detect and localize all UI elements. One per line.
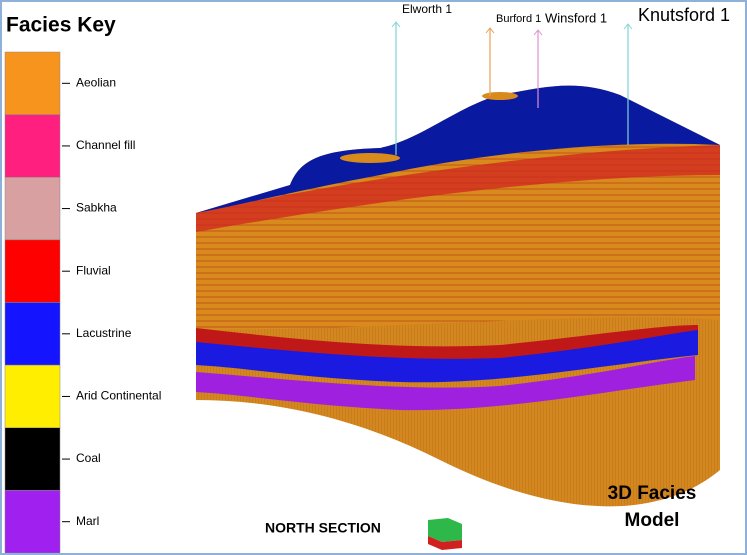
section-label: NORTH SECTION <box>265 520 381 536</box>
legend-label: Aeolian <box>76 75 116 89</box>
legend-swatch <box>4 239 61 303</box>
legend-label: Coal <box>76 451 101 465</box>
marl-layer <box>196 356 695 411</box>
lacustrine-layer <box>196 330 698 383</box>
legend-swatch <box>4 364 61 428</box>
legend-label: Arid Continental <box>76 389 161 403</box>
well-label: Elworth 1 <box>402 2 452 16</box>
facies-model <box>196 85 720 550</box>
surface-patch <box>340 153 400 163</box>
well-head <box>391 21 401 28</box>
legend-swatch <box>4 177 61 241</box>
legend-label: Fluvial <box>76 263 111 277</box>
legend-swatch <box>4 114 61 178</box>
north-arrow-block <box>428 536 462 550</box>
legend-label: Sabkha <box>76 201 117 215</box>
north-arrow-block <box>428 518 462 542</box>
fluvial-band <box>196 145 720 232</box>
legend-title: Facies Key <box>6 14 116 37</box>
well-label: Knutsford 1 <box>638 5 730 25</box>
model-label: 3D Facies Model <box>608 483 697 531</box>
legend-label: Marl <box>76 514 99 528</box>
legend-swatch <box>4 427 61 491</box>
wells: Elworth 1 Burford 1 Winsford 1 Knutsford 1 <box>391 2 730 155</box>
legend-label: Channel fill <box>76 138 135 152</box>
well-head <box>623 23 633 30</box>
top-surface <box>196 85 720 213</box>
well-head <box>533 29 543 36</box>
well-label: Burford 1 <box>496 13 541 25</box>
well-label: Winsford 1 <box>545 10 607 25</box>
legend-swatch <box>4 302 61 366</box>
legend-label: Lacustrine <box>76 326 132 340</box>
well-head <box>485 27 495 34</box>
legend-swatch <box>4 51 61 115</box>
legend-swatch <box>4 490 61 554</box>
surface-patch <box>482 92 518 100</box>
legend: Facies Key Aeolian Channel fill Sabkha Fluv… <box>4 14 161 554</box>
